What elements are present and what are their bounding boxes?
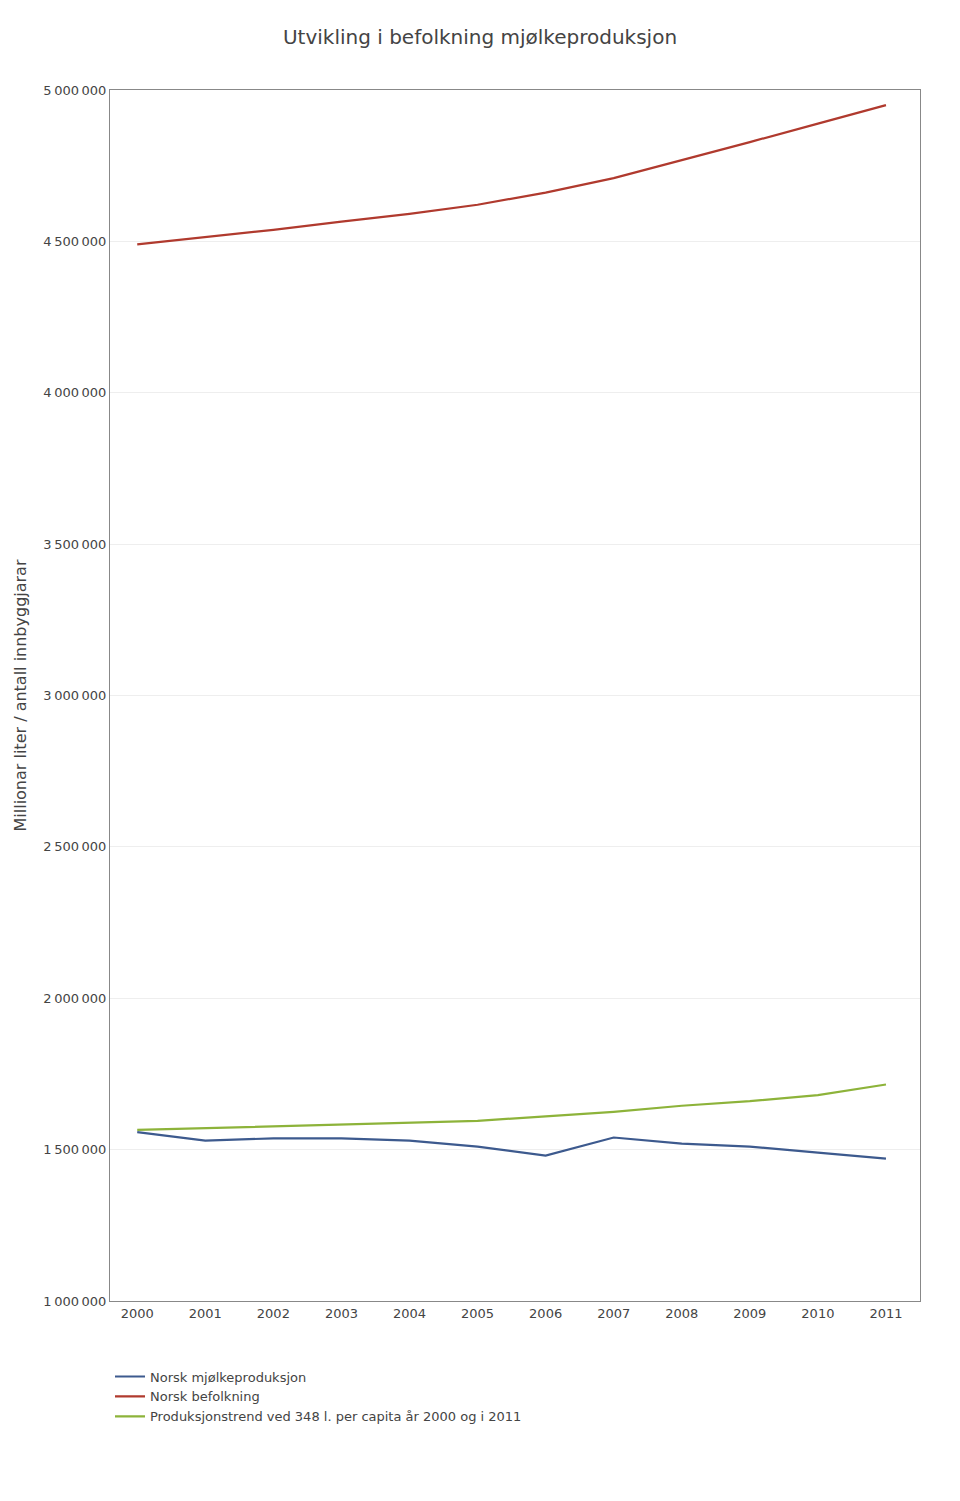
svg-text:2003: 2003 bbox=[325, 1306, 358, 1321]
svg-text:2005: 2005 bbox=[461, 1306, 494, 1321]
svg-text:2007: 2007 bbox=[597, 1306, 630, 1321]
svg-text:2 500 000: 2 500 000 bbox=[43, 839, 106, 854]
svg-text:2009: 2009 bbox=[733, 1306, 766, 1321]
svg-text:2011: 2011 bbox=[869, 1306, 902, 1321]
svg-text:2002: 2002 bbox=[257, 1306, 290, 1321]
svg-text:3 500 000: 3 500 000 bbox=[43, 537, 106, 552]
svg-text:Norsk befolkning: Norsk befolkning bbox=[150, 1389, 260, 1404]
svg-text:5 000 000: 5 000 000 bbox=[43, 83, 106, 98]
svg-text:4 500 000: 4 500 000 bbox=[43, 234, 106, 249]
svg-text:Millionar liter / antall innby: Millionar liter / antall innbyggjarar bbox=[11, 559, 30, 831]
svg-text:1 500 000: 1 500 000 bbox=[43, 1142, 106, 1157]
svg-text:1 000 000: 1 000 000 bbox=[43, 1294, 106, 1309]
svg-text:2004: 2004 bbox=[393, 1306, 426, 1321]
svg-text:2008: 2008 bbox=[665, 1306, 698, 1321]
svg-text:Utvikling i befolkning mjølkep: Utvikling i befolkning mjølkeproduksjon bbox=[283, 25, 677, 49]
svg-text:2000: 2000 bbox=[121, 1306, 154, 1321]
svg-text:2006: 2006 bbox=[529, 1306, 562, 1321]
svg-text:2001: 2001 bbox=[189, 1306, 222, 1321]
svg-text:3 000 000: 3 000 000 bbox=[43, 688, 106, 703]
svg-text:4 000 000: 4 000 000 bbox=[43, 385, 106, 400]
svg-text:2 000 000: 2 000 000 bbox=[43, 991, 106, 1006]
svg-text:Norsk mjølkeproduksjon: Norsk mjølkeproduksjon bbox=[150, 1370, 306, 1385]
svg-text:Produksjonstrend ved 348 l. pe: Produksjonstrend ved 348 l. per capita å… bbox=[150, 1409, 521, 1424]
svg-text:2010: 2010 bbox=[801, 1306, 834, 1321]
